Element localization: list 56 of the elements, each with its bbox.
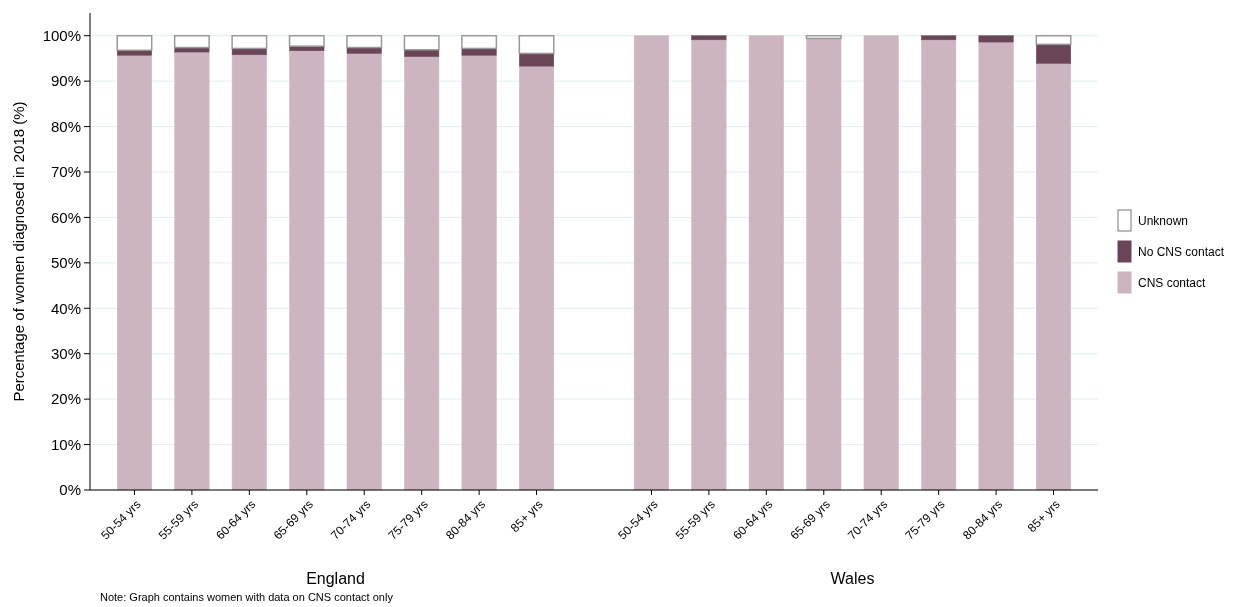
y-tick-label: 10%: [50, 435, 81, 453]
bar: [691, 35, 727, 41]
bar: [231, 48, 267, 56]
y-tick-label: 100%: [42, 26, 81, 44]
bar: [921, 35, 957, 41]
text: England: [306, 570, 365, 587]
bar: [691, 39, 727, 491]
bar: [518, 34, 555, 55]
bar: [978, 35, 1014, 43]
y-tick-label: 70%: [50, 163, 81, 181]
bar: [805, 34, 842, 40]
bar: [633, 35, 669, 491]
bar: [346, 53, 382, 491]
bar: [288, 34, 325, 47]
y-tick-label: 50%: [50, 254, 81, 272]
bar: [1036, 63, 1072, 491]
bar: [404, 56, 440, 491]
legend-label: Unknown: [1138, 214, 1189, 229]
bar: [346, 34, 383, 49]
bar: [461, 48, 497, 56]
bar: [116, 50, 152, 56]
bar: [978, 41, 1014, 491]
bar: [748, 35, 784, 491]
x-tick-label: 85+ yrs: [1024, 497, 1063, 536]
bar: [1035, 34, 1072, 46]
bar: [461, 55, 497, 491]
text: Note: Graph contains women with data on CNS contact only: [100, 591, 394, 603]
bar: [116, 34, 153, 51]
bar: [1036, 44, 1072, 64]
bar: [461, 34, 498, 50]
bar: [403, 34, 440, 51]
y-axis-title: Percentage of women diagnosed in 2018 (%): [10, 101, 27, 402]
legend-label: CNS contact: [1138, 276, 1207, 291]
bar: [174, 47, 210, 53]
bar: [174, 51, 210, 491]
text: Wales: [830, 570, 875, 587]
bar: [346, 47, 382, 54]
y-tick-label: 20%: [50, 390, 81, 408]
bar: [231, 54, 267, 491]
y-tick-label: 90%: [50, 72, 81, 90]
y-tick-label: 0%: [59, 481, 81, 499]
bar: [231, 34, 268, 50]
y-tick-label: 30%: [50, 344, 81, 362]
bar: [173, 34, 210, 49]
y-tick-label: 40%: [50, 299, 81, 317]
legend-label: No CNS contact: [1138, 245, 1225, 260]
bar: [806, 38, 842, 491]
bar: [863, 35, 899, 491]
bar: [519, 65, 555, 491]
bar: [519, 53, 555, 67]
x-tick-label: 85+ yrs: [507, 497, 546, 536]
y-tick-label: 80%: [50, 117, 81, 135]
bar: [921, 39, 957, 491]
bar: [116, 55, 152, 491]
bar: [289, 50, 325, 491]
y-tick-label: 60%: [50, 208, 81, 226]
